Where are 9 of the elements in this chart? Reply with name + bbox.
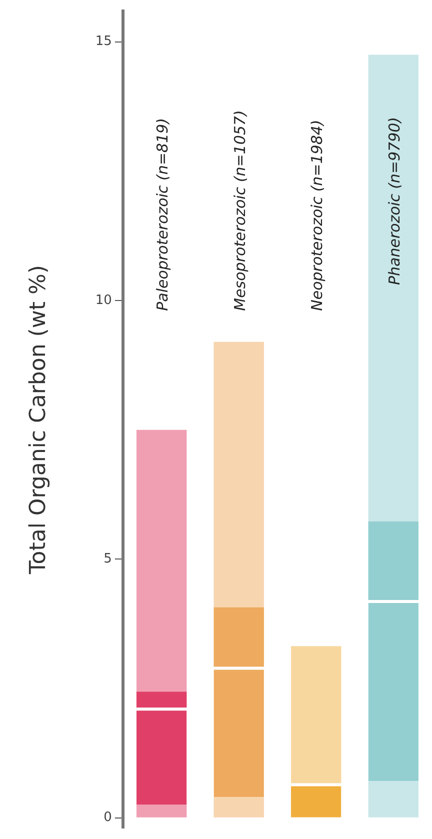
y-tick-label: 0	[104, 810, 112, 826]
y-axis-title: Total Organic Carbon (wt %)	[26, 265, 51, 575]
y-tick-label: 5	[104, 552, 112, 567]
y-tick-label: 15	[95, 34, 112, 50]
x-tick-label: Mesoproterozoic (n=1057)	[230, 110, 249, 311]
y-tick-label: 10	[95, 292, 112, 308]
x-tick-label: Phanerozoic (n=9790)	[385, 116, 404, 285]
x-tick-label: Paleoproterozoic (n=819)	[154, 118, 172, 311]
x-tick-label: Neoproterozoic (n=1984)	[308, 120, 326, 311]
